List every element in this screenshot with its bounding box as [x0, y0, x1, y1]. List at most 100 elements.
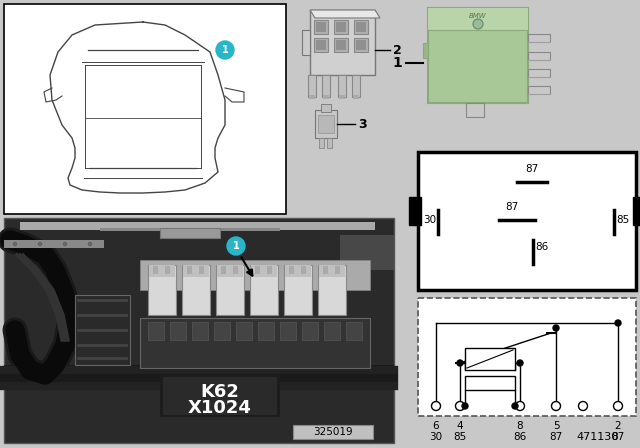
Text: 85: 85 [453, 432, 467, 442]
Text: 87: 87 [506, 202, 518, 212]
Bar [418, 298, 636, 416]
Bar [316, 22, 326, 32]
Bar [633, 197, 640, 225]
Circle shape [552, 401, 561, 410]
Text: 87: 87 [549, 432, 563, 442]
Bar [314, 38, 328, 52]
Text: 8: 8 [516, 421, 524, 431]
Bar [182, 265, 210, 315]
Bar [233, 266, 238, 274]
Bar [339, 95, 345, 99]
Bar [528, 86, 550, 94]
Bar [314, 20, 328, 34]
Text: X1024: X1024 [188, 399, 252, 417]
Bar [323, 95, 329, 99]
Bar [340, 235, 394, 270]
Text: 86: 86 [513, 432, 527, 442]
Bar [318, 265, 346, 315]
Bar [319, 138, 324, 148]
Circle shape [431, 401, 440, 410]
Bar [528, 52, 550, 60]
Bar [302, 30, 310, 55]
Text: 3: 3 [358, 117, 367, 130]
Circle shape [473, 19, 483, 29]
Bar [428, 8, 528, 103]
Bar [354, 38, 368, 52]
Text: 30: 30 [429, 432, 443, 442]
Bar [285, 265, 311, 277]
Bar [284, 265, 312, 315]
Bar [149, 265, 175, 277]
Bar [148, 322, 164, 340]
Bar [316, 40, 326, 50]
Bar [465, 348, 515, 370]
Circle shape [457, 360, 463, 366]
Bar [153, 266, 158, 274]
Bar [409, 197, 421, 225]
Bar [4, 365, 394, 380]
Bar [221, 266, 226, 274]
Bar [4, 240, 104, 248]
Bar [214, 322, 230, 340]
Text: 1: 1 [232, 241, 239, 251]
Bar [308, 75, 316, 97]
Bar [353, 95, 359, 99]
Bar [160, 228, 220, 238]
Bar [336, 40, 346, 50]
Bar [163, 377, 277, 415]
Circle shape [12, 241, 18, 247]
Bar [140, 318, 370, 368]
Bar [327, 138, 332, 148]
Bar [466, 103, 484, 117]
Bar [280, 322, 296, 340]
Bar [236, 322, 252, 340]
Bar [356, 22, 366, 32]
Bar [354, 20, 368, 34]
Bar [187, 266, 192, 274]
Bar [336, 22, 346, 32]
Bar [199, 266, 204, 274]
Circle shape [517, 360, 523, 366]
Circle shape [515, 401, 525, 410]
Circle shape [615, 320, 621, 326]
Circle shape [614, 401, 623, 410]
Text: 471130: 471130 [577, 432, 619, 442]
Text: 2: 2 [393, 43, 402, 56]
Bar [356, 40, 366, 50]
Bar [334, 20, 348, 34]
Bar [423, 43, 428, 58]
Bar [309, 95, 315, 99]
Bar [148, 265, 176, 315]
Bar [251, 265, 277, 277]
Bar [302, 322, 318, 340]
Polygon shape [310, 10, 380, 18]
Circle shape [87, 241, 93, 247]
Bar [293, 425, 373, 439]
Text: BMW: BMW [469, 13, 487, 19]
Text: 1: 1 [221, 45, 228, 55]
Circle shape [579, 401, 588, 410]
Bar [140, 260, 370, 290]
Bar [267, 266, 272, 274]
Bar [20, 222, 375, 230]
Text: 325019: 325019 [313, 427, 353, 437]
Text: 87: 87 [611, 432, 625, 442]
Circle shape [512, 403, 518, 409]
Bar [192, 322, 208, 340]
Bar [338, 75, 346, 97]
Bar [528, 69, 550, 77]
Text: 86: 86 [535, 242, 548, 252]
Circle shape [216, 41, 234, 59]
Bar [321, 104, 331, 112]
Bar [255, 266, 260, 274]
Bar [335, 266, 340, 274]
Bar [324, 322, 340, 340]
Bar [170, 322, 186, 340]
Bar [310, 10, 375, 75]
Bar [4, 4, 286, 214]
Text: 5: 5 [553, 421, 559, 431]
Bar [75, 295, 130, 365]
Bar [352, 75, 360, 97]
Text: 2: 2 [614, 421, 621, 431]
Bar [100, 228, 280, 231]
